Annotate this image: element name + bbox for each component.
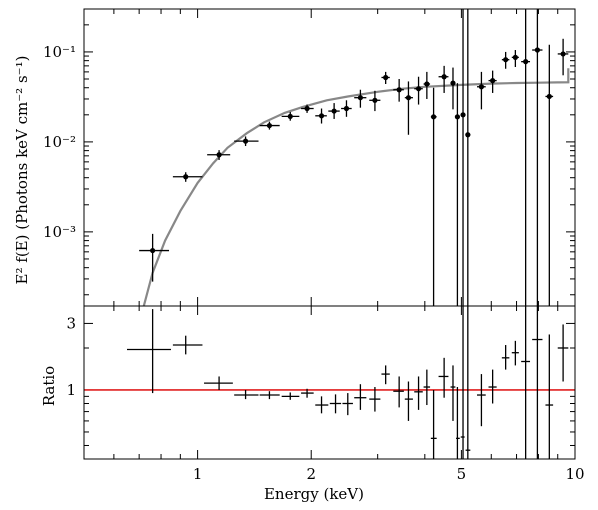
x-tick-label: 2 (306, 465, 316, 483)
top-data-point (424, 81, 430, 87)
bottom-y-tick-label: 3 (66, 314, 76, 332)
x-axis-label: Energy (keV) (264, 485, 364, 503)
top-data-point (415, 86, 422, 92)
model-curve (142, 68, 570, 306)
top-panel: 10⁻³ 10⁻² 10⁻¹ (43, 8, 576, 307)
top-y-axis-label: E² f(E) (Photons keV cm⁻² s⁻¹) (13, 56, 31, 285)
top-data-point (478, 84, 485, 90)
top-data-point (450, 80, 456, 86)
top-data-point (454, 114, 461, 120)
bottom-y-axis-label: Ratio (40, 366, 58, 406)
top-data-point (441, 74, 447, 80)
top-data-point (183, 174, 189, 180)
top-data-point (383, 74, 389, 81)
top-data-point (372, 97, 378, 103)
top-data-point (266, 122, 273, 129)
model-curve-group (142, 68, 570, 306)
x-tick-label: 1 (193, 465, 203, 483)
top-y-tick-label: 10⁻³ (43, 223, 76, 241)
top-data-point (490, 78, 496, 84)
bottom-panel: 1 3 1 2 5 10 (66, 305, 585, 483)
bottom-data-group (127, 306, 569, 459)
top-data-point (216, 152, 222, 158)
top-data-point (534, 47, 540, 53)
top-y-tick-label: 10⁻¹ (43, 43, 76, 61)
top-data-point (523, 59, 529, 65)
x-tick-label: 10 (565, 465, 584, 483)
top-data-point (430, 114, 437, 120)
top-data-point (357, 95, 364, 101)
top-data-point (242, 138, 249, 144)
top-data-point (546, 93, 552, 100)
top-data-point (318, 113, 325, 119)
x-tick-label: 5 (457, 465, 467, 483)
top-data-point (465, 132, 471, 138)
top-data-point (503, 57, 509, 63)
top-data-point (343, 105, 350, 112)
top-data-point (331, 108, 337, 114)
top-data-point (560, 51, 566, 57)
bottom-frame (83, 305, 576, 460)
top-data-point (396, 87, 402, 93)
top-data-point (150, 247, 156, 254)
top-y-tick-label: 10⁻² (43, 133, 76, 151)
top-data-point (304, 105, 310, 112)
bottom-y-tick-label: 1 (66, 381, 76, 399)
top-data-point (405, 95, 412, 101)
top-data-group (139, 9, 569, 306)
top-data-point (512, 54, 518, 60)
top-data-point (287, 113, 293, 120)
top-data-point (460, 112, 466, 118)
